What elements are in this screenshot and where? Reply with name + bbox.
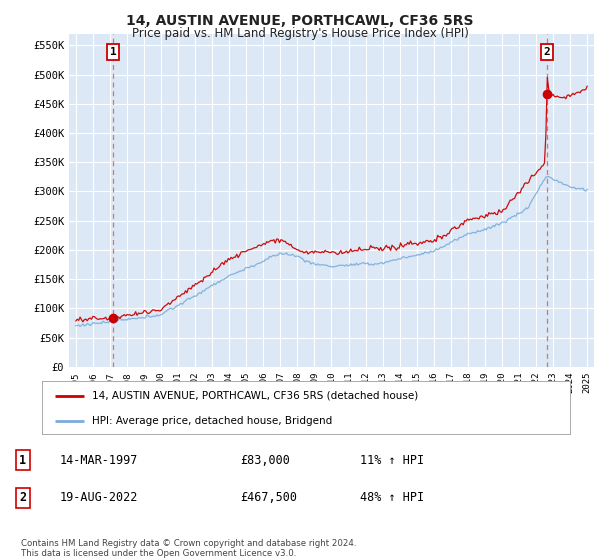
Text: 19-AUG-2022: 19-AUG-2022 (60, 492, 139, 505)
Text: 2: 2 (544, 47, 550, 57)
Text: £83,000: £83,000 (240, 454, 290, 467)
Text: 14, AUSTIN AVENUE, PORTHCAWL, CF36 5RS: 14, AUSTIN AVENUE, PORTHCAWL, CF36 5RS (126, 14, 474, 28)
Text: HPI: Average price, detached house, Bridgend: HPI: Average price, detached house, Brid… (92, 416, 332, 426)
Text: 14, AUSTIN AVENUE, PORTHCAWL, CF36 5RS (detached house): 14, AUSTIN AVENUE, PORTHCAWL, CF36 5RS (… (92, 391, 418, 401)
Text: 11% ↑ HPI: 11% ↑ HPI (360, 454, 424, 467)
Text: £467,500: £467,500 (240, 492, 297, 505)
Text: Contains HM Land Registry data © Crown copyright and database right 2024.
This d: Contains HM Land Registry data © Crown c… (21, 539, 356, 558)
Text: 14-MAR-1997: 14-MAR-1997 (60, 454, 139, 467)
Text: 2: 2 (19, 492, 26, 505)
Text: Price paid vs. HM Land Registry's House Price Index (HPI): Price paid vs. HM Land Registry's House … (131, 27, 469, 40)
Text: 1: 1 (19, 454, 26, 467)
Text: 48% ↑ HPI: 48% ↑ HPI (360, 492, 424, 505)
Text: 1: 1 (110, 47, 116, 57)
